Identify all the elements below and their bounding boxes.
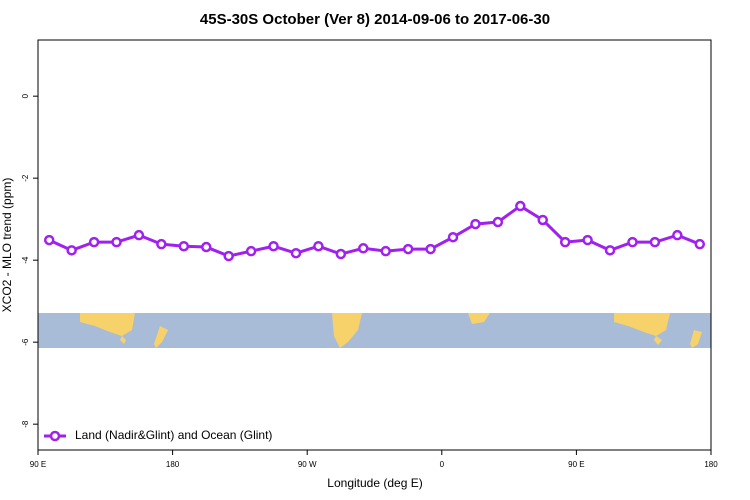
point — [178, 240, 190, 252]
x-tick-label: 90 E — [568, 460, 584, 469]
point — [290, 247, 302, 259]
point — [43, 234, 55, 246]
y-tick-label: -4 — [21, 256, 30, 264]
y-tick-label: -2 — [21, 174, 30, 182]
y-axis-label: XCO2 - MLO trend (ppm) — [0, 178, 14, 313]
legend-marker — [49, 430, 61, 442]
point — [88, 236, 100, 248]
point — [470, 218, 481, 230]
x-tick-label: 90 E — [30, 460, 46, 469]
y-tick-label: 0 — [21, 93, 30, 98]
point — [313, 240, 324, 252]
point — [201, 241, 212, 253]
y-tick-label: -6 — [21, 338, 30, 346]
point — [156, 238, 167, 250]
y-tick-label: -8 — [21, 420, 30, 428]
line — [48, 204, 701, 258]
x-axis-label: Longitude (deg E) — [327, 476, 422, 490]
point — [111, 236, 122, 248]
legend-label: Land (Nadir&Glint) and Ocean (Glint) — [75, 428, 272, 442]
point — [515, 200, 526, 212]
point — [335, 248, 347, 260]
point — [694, 238, 706, 250]
point — [223, 250, 234, 262]
point — [447, 231, 459, 243]
point — [268, 240, 279, 252]
point — [358, 243, 369, 254]
point — [425, 243, 436, 255]
chart-title: 45S-30S October (Ver 8) 2014-09-06 to 20… — [200, 11, 550, 28]
x-tick-label: 90 W — [298, 460, 317, 469]
point — [133, 229, 145, 241]
point — [559, 236, 571, 248]
point — [672, 229, 683, 241]
x-tick-label: 180 — [704, 460, 718, 469]
point — [604, 245, 616, 256]
x-tick-label: 0 — [440, 460, 445, 469]
point — [66, 245, 77, 256]
point — [402, 243, 414, 255]
x-tick-label: 180 — [166, 460, 180, 469]
point — [627, 236, 638, 248]
map-strip — [38, 313, 711, 348]
point — [582, 234, 593, 246]
point — [380, 245, 391, 257]
point — [537, 214, 548, 226]
plot-frame — [37, 39, 712, 451]
point — [245, 245, 257, 257]
point — [492, 216, 504, 228]
point — [649, 236, 661, 248]
